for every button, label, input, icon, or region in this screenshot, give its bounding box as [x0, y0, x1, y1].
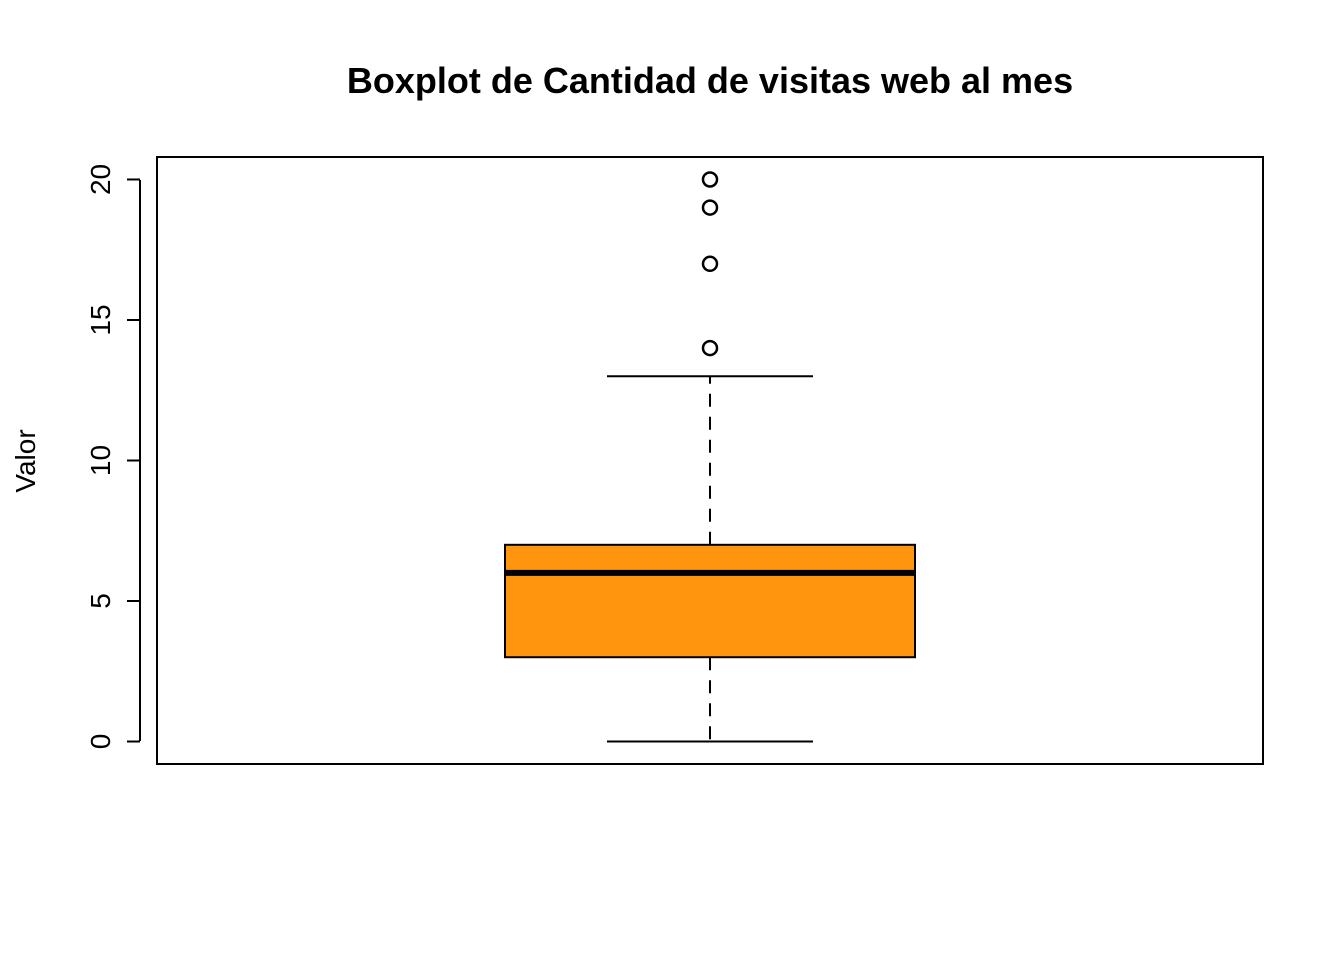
outlier-point	[701, 339, 719, 357]
y-tick-label: 20	[85, 164, 116, 195]
y-axis-label: Valor	[10, 429, 41, 492]
y-tick-label: 5	[85, 593, 116, 609]
y-axis: 0 5 10 15 20	[85, 164, 141, 749]
interquartile-box	[504, 543, 916, 659]
y-tick-label: 10	[85, 445, 116, 476]
outlier-point	[701, 171, 719, 188]
boxplot-series	[504, 171, 916, 743]
chart-title: Boxplot de Cantidad de visitas web al me…	[347, 60, 1073, 101]
y-tick-label: 0	[85, 734, 116, 750]
plot-frame	[156, 156, 1264, 765]
outlier-point	[701, 255, 719, 273]
outlier-point	[701, 199, 719, 216]
y-ticks: 0 5 10 15 20	[85, 164, 140, 749]
y-tick-label: 15	[85, 304, 116, 335]
